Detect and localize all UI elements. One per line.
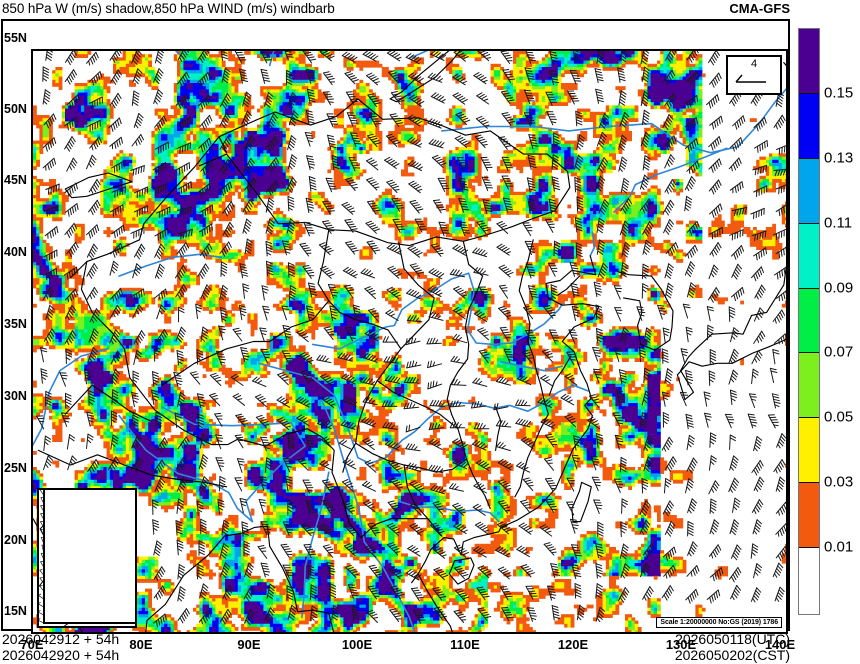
colorbar-tick-0-03: 0.03 [824, 474, 853, 491]
river-path-3 [320, 398, 416, 632]
colorbar-tick-0-05: 0.05 [824, 409, 853, 426]
coast-path-0 [411, 255, 600, 584]
river-path-14 [268, 51, 275, 67]
lat-tick-45n: 45N [4, 173, 27, 187]
lon-tick-120e: 120E [558, 637, 588, 652]
colorbar-tick-0-07: 0.07 [824, 344, 853, 361]
colorbar-band-1 [799, 93, 819, 159]
coast-path-14 [70, 98, 571, 279]
lat-tick-50n: 50N [4, 102, 27, 116]
river-path-5 [118, 414, 254, 523]
lon-tick-90e: 90E [237, 637, 260, 652]
footer-init-time-cst: 2026042920 + 54h [2, 647, 119, 663]
colorbar-band-2 [799, 158, 819, 224]
coast-path-17 [342, 242, 435, 473]
map-frame: 55N 50N 45N 40N 35N 30N 25N 20N 15N 70E 80E 90E 100… [1, 19, 795, 652]
colorbar-band-5 [799, 353, 819, 419]
inset-map-south-china-sea[interactable]: 4 Scale 1:40000000 [37, 488, 137, 628]
colorbar-band-6 [799, 418, 819, 484]
coast-path-22 [355, 442, 468, 473]
river-path-6 [33, 347, 110, 447]
coast-path-8 [417, 573, 453, 632]
colorbar-tick-0-11: 0.11 [824, 214, 852, 231]
colorbar-band-4 [799, 288, 819, 354]
colorbar-band-7 [799, 483, 819, 548]
coast-path-18 [446, 240, 491, 510]
river-path-4 [161, 406, 307, 523]
river-path-12 [408, 51, 429, 60]
river-path-8 [634, 147, 728, 186]
coast-path-2 [676, 265, 786, 401]
coast-path-13 [557, 275, 581, 296]
river-lines [33, 51, 786, 632]
coast-path-5 [571, 481, 592, 523]
coast-path-11 [64, 172, 133, 199]
river-path-9 [613, 183, 637, 213]
colorbar[interactable] [798, 28, 820, 615]
colorbar-band-3 [799, 223, 819, 289]
colorbar-tick-0-13: 0.13 [824, 149, 853, 166]
colorbar-tick-labels: 0.15 0.13 0.11 0.09 0.07 0.05 0.03 0.01 [824, 28, 860, 615]
windbarb-legend-value: 4 [728, 57, 780, 71]
river-path-1 [311, 272, 564, 350]
wind-barbs [36, 51, 786, 628]
lon-tick-80e: 80E [129, 637, 152, 652]
lon-tick-110e: 110E [450, 637, 480, 652]
windbarb-scale-legend: 4 [726, 55, 782, 95]
coast-path-6 [448, 557, 475, 585]
footer-init-time-utc: 2026042912 + 54h [2, 631, 119, 647]
inset-map-scale-note: Scale 1:40000000 [43, 490, 135, 624]
lon-tick-70e: 70E [20, 637, 43, 652]
vertical-velocity-shading [33, 51, 786, 632]
footer-valid-time-utc: 2026050118(UTC) [675, 631, 790, 647]
coast-path-7 [33, 518, 335, 632]
coast-path-19 [514, 239, 549, 498]
windbarb-symbol-icon [735, 74, 766, 83]
footer-valid-time-cst: 2026050202(CST) [675, 647, 790, 663]
lat-tick-15n: 15N [4, 604, 27, 618]
weather-field-rendering [33, 51, 786, 632]
lat-tick-55n: 55N [4, 31, 27, 45]
river-path-11 [500, 360, 564, 372]
model-label: CMA-GFS [729, 1, 790, 16]
coast-path-27 [495, 406, 502, 451]
map-scale-note: Scale 1:20000000 No:GS (2019) 1786 [656, 617, 782, 628]
coast-path-24 [317, 229, 402, 350]
map-plot-area[interactable]: 4 Scale 1:20000000 No:GS (2019) 1786 4 [31, 49, 788, 634]
coast-path-16 [80, 261, 443, 539]
colorbar-band-0 [799, 29, 819, 94]
river-path-10 [589, 231, 596, 257]
lon-tick-140e: 140E [765, 637, 795, 652]
colorbar-tick-0-01: 0.01 [824, 539, 853, 556]
coast-path-23 [403, 464, 429, 520]
lon-tick-100e: 100E [342, 637, 372, 652]
coast-path-20 [548, 355, 572, 396]
coast-path-25 [269, 300, 330, 343]
lat-tick-20n: 20N [4, 533, 27, 547]
colorbar-tick-0-09: 0.09 [824, 279, 853, 296]
lat-tick-40n: 40N [4, 245, 27, 259]
colorbar-band-8 [799, 548, 819, 613]
coast-path-26 [161, 340, 271, 386]
lat-tick-25n: 25N [4, 461, 27, 475]
colorbar-tick-0-15: 0.15 [824, 84, 853, 101]
page-title: 850 hPa W (m/s) shadow,850 hPa WIND (m/s… [2, 1, 335, 16]
coast-path-21 [376, 380, 459, 430]
lat-tick-30n: 30N [4, 389, 27, 403]
lat-tick-35n: 35N [4, 317, 27, 331]
river-path-0 [258, 362, 589, 465]
lon-tick-130e: 130E [666, 637, 696, 652]
